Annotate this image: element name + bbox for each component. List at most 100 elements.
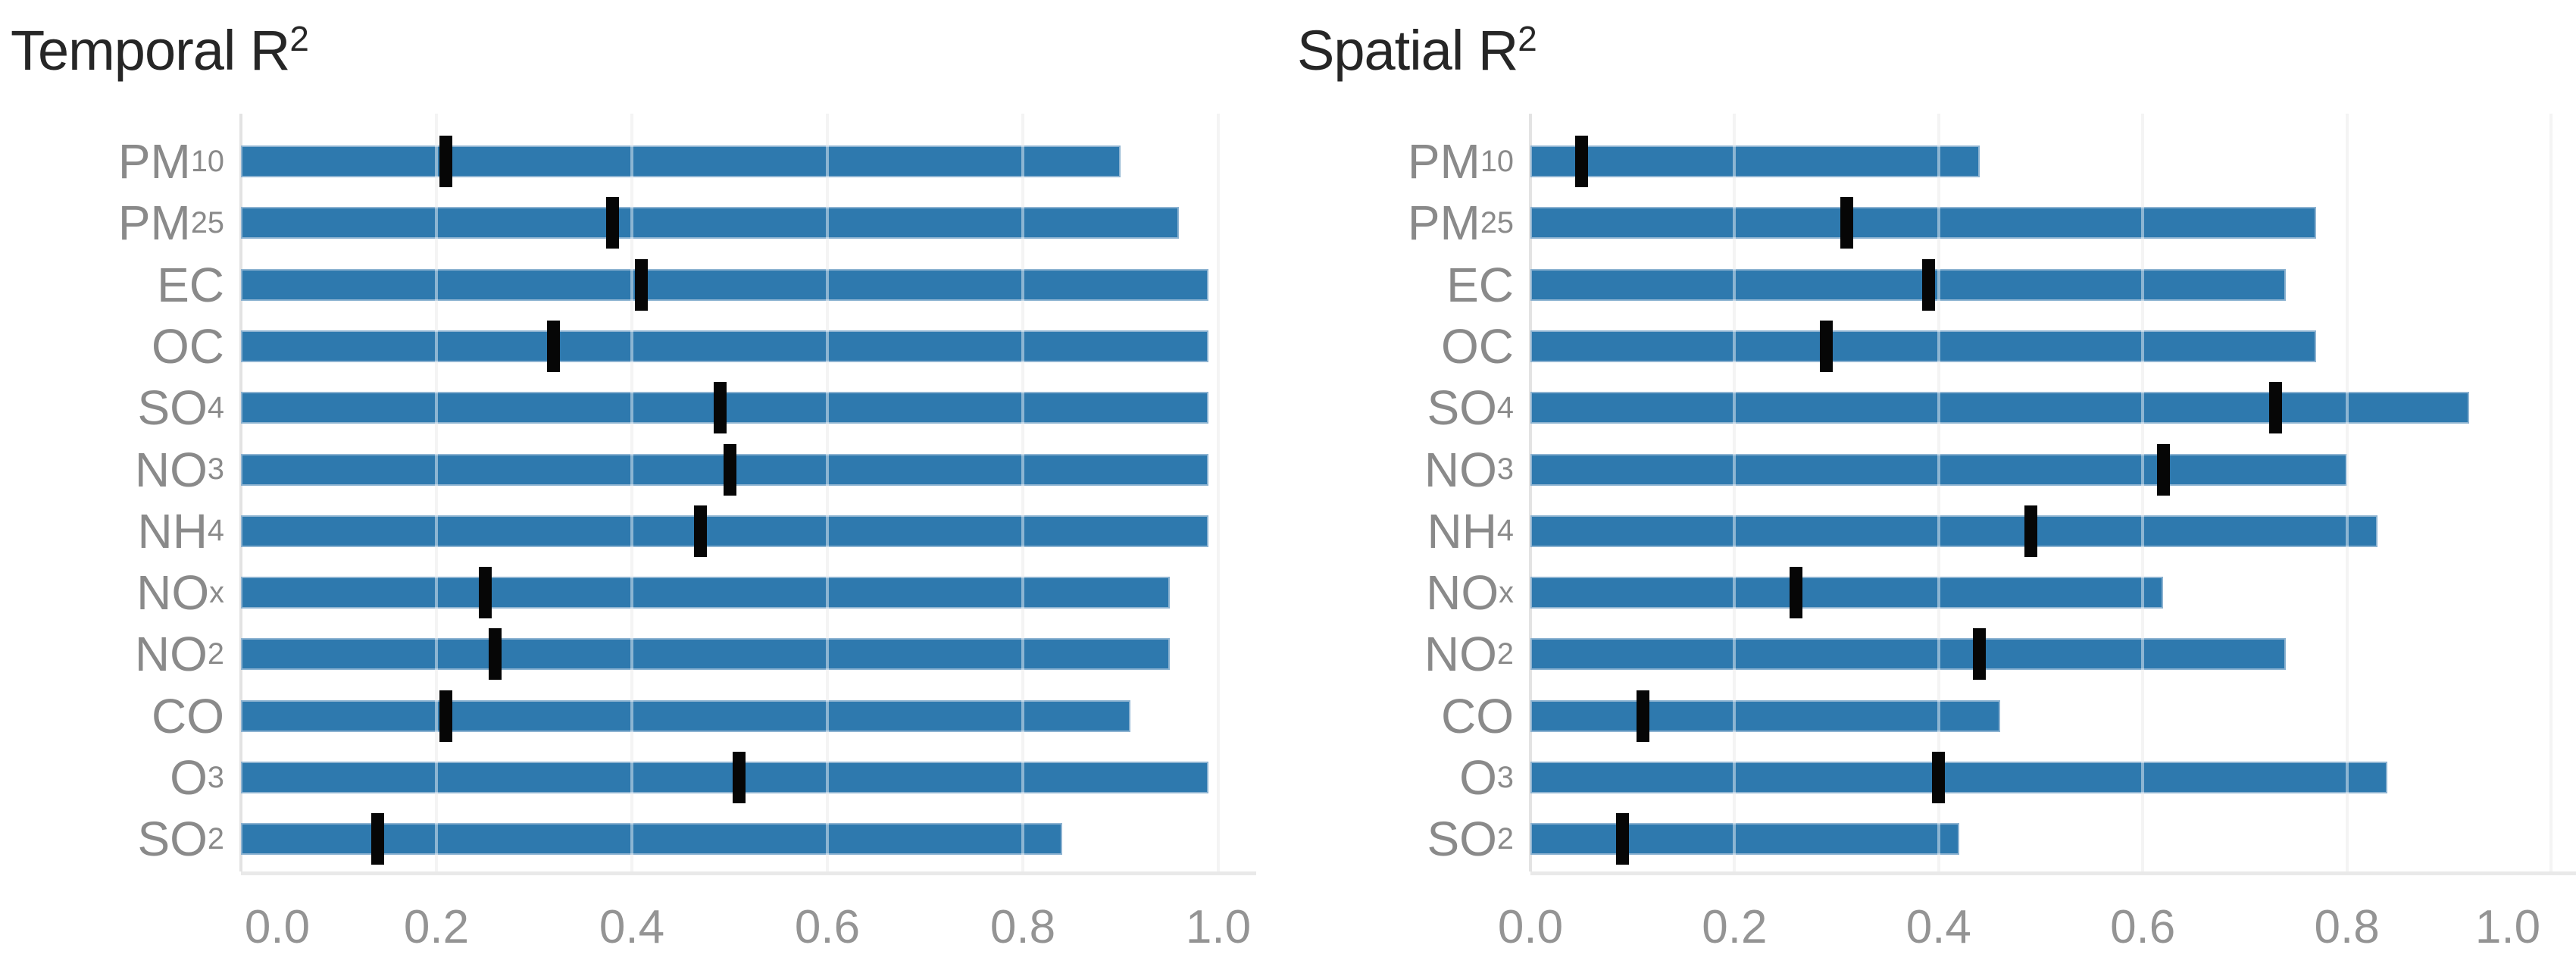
chart-title-spatial-superscript: 2 [1518,19,1537,58]
category-label-NO3: NO 3 [134,442,224,497]
gridline-overlay [630,114,633,871]
median-tick-SO2 [1616,813,1629,865]
gridline [1217,114,1220,871]
category-label-OC: OC [152,318,224,374]
gridline [1021,114,1024,871]
gridline-overlay [435,114,438,871]
range-bar-NH4 [241,515,1208,547]
range-bar-NO3 [1530,453,2347,486]
gridline [630,114,633,871]
range-bar-EC [1530,268,2286,301]
x-tick-label-1.0: 1.0 [1185,901,1252,953]
category-label-EC: EC [1446,257,1514,312]
category-label-CO: CO [152,688,224,743]
gridline-overlay [2345,114,2349,871]
gridline [2141,114,2145,871]
gridline [2345,114,2349,871]
category-label-OC: OC [1441,318,1514,374]
category-label-PM10: PM 10 [1407,134,1514,189]
gridline-overlay [2141,114,2145,871]
median-tick-OC [547,320,560,372]
range-bar-EC [241,268,1208,301]
range-bar-NO2 [1530,638,2286,671]
x-tick-label-0.4: 0.4 [1905,901,1971,953]
chart-title-temporal-text: Temporal R [11,19,290,83]
range-bar-SO2 [1530,823,1959,856]
median-tick-EC [1922,258,1935,311]
median-tick-NH4 [694,505,707,557]
chart-title-spatial: Spatial R2 [1297,20,1537,82]
range-bar-NOx [1530,577,2163,609]
range-bar-PM25 [241,207,1179,239]
median-tick-PM10 [1575,136,1588,187]
category-label-PM25: PM 25 [1407,196,1514,251]
median-tick-NO3 [2157,443,2170,496]
category-label-SO4: SO 4 [137,380,224,436]
range-bar-SO2 [241,823,1062,856]
range-bar-PM25 [1530,207,2316,239]
range-bar-OC [1530,330,2316,362]
x-tick-label-0.0: 0.0 [244,901,311,953]
range-bar-CO [1530,699,2000,732]
gridline [826,114,829,871]
range-bar-O3 [241,762,1208,793]
median-tick-SO4 [2269,382,2282,434]
gridline [1937,114,1940,871]
median-tick-CO [439,690,452,742]
median-tick-PM25 [606,197,619,249]
x-tick-label-0.0: 0.0 [1497,901,1564,953]
range-bar-CO [241,699,1130,732]
median-tick-CO [1637,690,1649,742]
category-label-NO3: NO 3 [1424,442,1514,497]
median-tick-PM25 [1840,197,1853,249]
median-tick-O3 [1932,752,1945,803]
category-label-NOx: NO x [136,565,224,621]
x-axis-line [241,871,1256,875]
category-label-PM25: PM 25 [117,196,224,251]
chart-title-temporal-superscript: 2 [289,19,309,58]
median-tick-SO2 [371,813,384,865]
x-tick-label-0.8: 0.8 [989,901,1056,953]
x-axis-line [1530,871,2576,875]
category-label-NO2: NO 2 [134,627,224,682]
median-tick-PM10 [439,136,452,187]
median-tick-SO4 [714,382,727,434]
median-tick-NOx [1790,567,1802,619]
gridline [1733,114,1737,871]
range-bar-SO4 [1530,392,2469,424]
median-tick-EC [635,258,648,311]
gridline [2549,114,2553,871]
gridline-overlay [1937,114,1940,871]
x-tick-label-0.4: 0.4 [599,901,665,953]
category-label-NOx: NO x [1426,565,1514,621]
category-label-CO: CO [1441,688,1514,743]
chart-title-spatial-text: Spatial R [1297,19,1518,83]
median-tick-OC [1820,320,1833,372]
x-tick-label-0.6: 0.6 [2110,901,2176,953]
category-label-NH4: NH 4 [1427,503,1514,559]
median-tick-NOx [479,567,492,619]
x-tick-label-1.0: 1.0 [2474,901,2541,953]
category-label-SO4: SO 4 [1427,380,1514,436]
gridline-overlay [2549,114,2553,871]
category-label-SO2: SO 2 [1427,812,1514,867]
median-tick-NO2 [1973,628,1986,681]
gridline-overlay [1021,114,1024,871]
category-label-NH4: NH 4 [137,503,224,559]
median-tick-NO2 [489,628,502,681]
range-bar-PM10 [1530,146,1980,177]
y-axis-line [239,114,242,871]
category-label-NO2: NO 2 [1424,627,1514,682]
range-bar-NO2 [241,638,1170,671]
chart-title-temporal: Temporal R2 [11,20,309,82]
median-tick-O3 [733,752,746,803]
range-bar-NOx [241,577,1170,609]
category-label-SO2: SO 2 [137,812,224,867]
x-tick-label-0.6: 0.6 [794,901,861,953]
median-tick-NH4 [2024,505,2037,557]
category-label-PM10: PM 10 [117,134,224,189]
range-bar-PM10 [241,146,1121,177]
median-tick-NO3 [724,443,736,496]
